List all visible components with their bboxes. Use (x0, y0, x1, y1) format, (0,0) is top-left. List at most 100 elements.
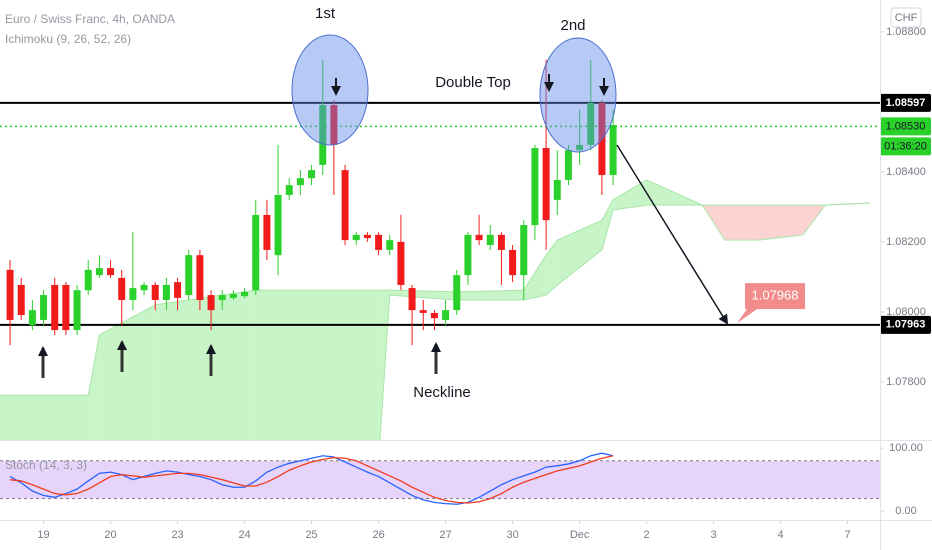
candle-body (330, 105, 338, 145)
candle-body (564, 150, 572, 180)
candle-body (196, 255, 204, 300)
candle-body (430, 312, 438, 319)
cloud-segment (389, 290, 457, 300)
candle-body (509, 249, 517, 276)
x-tick-label: 19 (37, 529, 49, 541)
target-label: 1.07968 (752, 288, 799, 303)
y-tick-label: 100.00 (889, 442, 923, 454)
projection-arrow (616, 144, 729, 325)
candle-body (140, 284, 148, 291)
candle-body (73, 290, 81, 331)
candle-body (174, 282, 182, 298)
cloud-segment (378, 290, 390, 440)
countdown-label: 01:36:20 (884, 140, 927, 152)
x-tick-label: 30 (506, 529, 518, 541)
candle-body (453, 275, 461, 311)
candle-body (185, 255, 193, 296)
stoch-line (9, 452, 614, 505)
annotation: 1st (315, 5, 336, 22)
candle-body (308, 170, 316, 179)
up-arrows (38, 340, 441, 378)
cloud-segment (0, 395, 89, 440)
candle-body (576, 144, 584, 151)
candle-body (207, 295, 215, 311)
cloud-segment (758, 205, 803, 241)
candle-body (218, 295, 226, 300)
stoch-pane (0, 452, 880, 505)
level-price-label: 1.08597 (886, 97, 926, 109)
candle-body (531, 148, 539, 226)
annotation: 2nd (560, 17, 585, 34)
candle-body (386, 240, 394, 250)
candle-body (319, 105, 327, 165)
candle-body (129, 288, 137, 300)
x-tick-label: 20 (104, 529, 116, 541)
x-tick-label: 26 (372, 529, 384, 541)
cloud-segment (523, 255, 547, 300)
candle-body (252, 214, 260, 291)
cloud-segment (557, 220, 602, 285)
candle-body (497, 234, 505, 250)
cloud-segment (546, 240, 558, 296)
price-pane (0, 59, 880, 440)
level-price-box (880, 315, 931, 334)
candle-body (285, 185, 293, 195)
candle-body (363, 234, 371, 239)
currency-button[interactable] (890, 7, 922, 28)
candle-body (263, 214, 271, 250)
current-price-label: 1.08530 (886, 120, 926, 132)
symbol-title: Euro / Swiss Franc, 4h, OANDA (5, 12, 175, 26)
candle-body (609, 124, 617, 176)
x-tick-label: 23 (171, 529, 183, 541)
cloud-edge (379, 202, 870, 440)
x-tick-label: 24 (238, 529, 250, 541)
y-tick-label: 1.08200 (886, 236, 926, 248)
candle-body (84, 269, 92, 291)
candle-body (397, 241, 405, 285)
cloud-segment (255, 290, 379, 440)
candle-body (40, 295, 48, 320)
level-price-box (880, 93, 931, 112)
level-price-label: 1.07963 (886, 319, 926, 331)
cloud-edge (0, 179, 870, 396)
candle-body (95, 268, 103, 276)
cloud-segment (155, 290, 256, 440)
currency-label[interactable]: CHF (895, 12, 918, 24)
x-tick-label: Dec (570, 529, 590, 541)
candle-body (486, 234, 494, 246)
candle-body (28, 310, 36, 326)
x-tick-label: 27 (439, 529, 451, 541)
annotation: Neckline (413, 384, 471, 401)
candle-body (296, 178, 304, 186)
candle-body (6, 269, 14, 320)
x-tick-label: 2 (644, 529, 650, 541)
y-tick-label: 1.07800 (886, 376, 926, 388)
cloud-segment (601, 199, 614, 250)
candle-body (151, 284, 159, 300)
stoch-title: Stoch (14, 3, 3) (5, 458, 87, 472)
candle-body (375, 234, 383, 250)
candle-body (587, 102, 595, 145)
candle-body (464, 234, 472, 276)
candle-body (553, 179, 561, 200)
y-tick-label: 1.08400 (886, 166, 926, 178)
candle-body (520, 225, 528, 276)
candle-body (408, 288, 416, 311)
down-arrows (331, 74, 609, 96)
x-tick-label: 3 (711, 529, 717, 541)
candle-body (542, 148, 550, 221)
x-tick-label: 4 (778, 529, 784, 541)
countdown-box (880, 137, 931, 156)
candle-body (62, 284, 70, 331)
y-tick-label: 1.08000 (886, 306, 926, 318)
candle-body (274, 194, 282, 256)
stoch-line (9, 455, 614, 504)
cloud-segment (456, 290, 524, 300)
candle-body (107, 268, 115, 276)
x-tick-label: 7 (845, 529, 851, 541)
candle-body (419, 310, 427, 313)
cloud-segment (613, 179, 647, 211)
stoch-band (0, 460, 880, 499)
target-callout (737, 283, 805, 324)
